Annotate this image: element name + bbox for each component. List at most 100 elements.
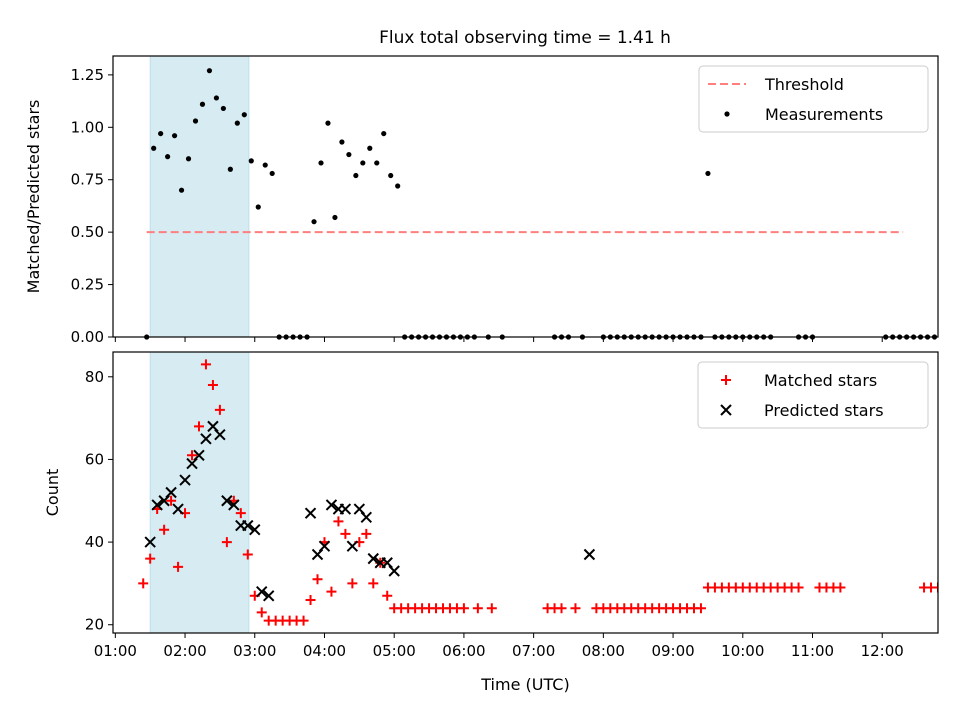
data-point-matched bbox=[256, 607, 267, 618]
y-tick-label: 1.00 bbox=[71, 118, 104, 136]
data-point bbox=[199, 101, 206, 107]
data-point-predicted bbox=[304, 507, 317, 519]
data-point-matched bbox=[947, 583, 957, 593]
data-point-matched bbox=[187, 450, 198, 461]
data-point-predicted bbox=[193, 449, 205, 462]
plot-frame bbox=[112, 55, 939, 338]
data-point-predicted bbox=[339, 503, 352, 515]
legend-label: Predicted stars bbox=[764, 401, 884, 420]
data-point-matched bbox=[361, 528, 372, 539]
data-point-matched bbox=[145, 553, 156, 564]
data-point-predicted bbox=[388, 565, 400, 577]
data-point bbox=[325, 120, 331, 126]
data-point-matched bbox=[173, 561, 184, 572]
data-point-matched bbox=[835, 582, 846, 593]
y-tick-label: 1.25 bbox=[71, 66, 104, 84]
data-point bbox=[262, 162, 268, 168]
data-point-matched bbox=[933, 582, 938, 593]
y-tick-label: 0.75 bbox=[71, 171, 104, 189]
data-point bbox=[185, 156, 192, 162]
data-point-matched bbox=[368, 578, 379, 589]
series-layer bbox=[138, 359, 960, 626]
data-point-matched bbox=[305, 594, 316, 605]
data-point-matched bbox=[326, 586, 337, 597]
data-point-predicted bbox=[583, 548, 596, 561]
data-point-predicted bbox=[214, 428, 226, 441]
legend-swatch-matched bbox=[721, 375, 731, 385]
data-point-predicted bbox=[165, 486, 177, 499]
x-axis-label: Time (UTC) bbox=[480, 675, 569, 694]
data-point-matched bbox=[312, 574, 323, 585]
data-point bbox=[367, 145, 373, 151]
data-point-predicted bbox=[221, 495, 233, 507]
data-point bbox=[269, 170, 275, 177]
count-panel: 20 40 60 80 01:00 02:00 03:00 04:00 05:00 06:00 07… bbox=[43, 351, 960, 694]
shaded-interval bbox=[149, 55, 250, 338]
y-axis-label: Matched/Predicted stars bbox=[24, 100, 43, 294]
ratio-panel: 0.00 0.25 0.50 0.75 1.00 1.25 Matched/Predicte… bbox=[24, 55, 939, 346]
data-point-predicted bbox=[367, 552, 379, 565]
data-point-matched bbox=[207, 380, 218, 391]
x-tick-label: 08:00 bbox=[582, 642, 625, 660]
y-axis-label: Count bbox=[43, 469, 62, 517]
data-point-matched bbox=[472, 603, 483, 614]
x-tick-label: 11:00 bbox=[791, 642, 834, 660]
data-point bbox=[353, 172, 359, 179]
x-tick-label: 07:00 bbox=[512, 642, 555, 660]
x-tick-label: 01:00 bbox=[94, 642, 137, 660]
data-point bbox=[705, 170, 711, 177]
data-point bbox=[158, 130, 164, 137]
data-point bbox=[220, 105, 226, 112]
data-point bbox=[248, 158, 254, 164]
data-point bbox=[165, 154, 171, 160]
data-point bbox=[388, 172, 394, 179]
y-tick-label: 20 bbox=[85, 616, 104, 634]
y-tick-label: 0.50 bbox=[71, 223, 104, 241]
data-point-predicted bbox=[228, 499, 240, 511]
data-point bbox=[255, 204, 261, 210]
data-point-predicted bbox=[172, 503, 184, 515]
data-point-matched bbox=[166, 495, 177, 506]
plot-frame bbox=[112, 351, 939, 634]
x-tick-label: 10:00 bbox=[721, 642, 764, 660]
data-point-matched bbox=[235, 508, 246, 519]
legend-label: Measurements bbox=[765, 105, 883, 124]
data-point-predicted bbox=[242, 519, 254, 532]
data-point-matched bbox=[298, 615, 309, 626]
legend-swatch-predicted bbox=[720, 404, 732, 416]
data-point-matched bbox=[458, 603, 469, 614]
data-point bbox=[360, 160, 366, 166]
x-tick-label: 05:00 bbox=[373, 642, 416, 660]
x-tick-label: 04:00 bbox=[303, 642, 346, 660]
data-point-predicted bbox=[179, 474, 191, 486]
y-tick-label: 0.00 bbox=[71, 328, 104, 346]
data-point-matched bbox=[486, 603, 497, 614]
data-point-matched bbox=[159, 524, 170, 535]
data-point bbox=[332, 214, 338, 221]
data-point bbox=[206, 68, 213, 74]
data-point-matched bbox=[940, 583, 950, 593]
data-point bbox=[311, 219, 317, 225]
data-point-matched bbox=[954, 583, 960, 593]
data-point bbox=[374, 160, 380, 166]
data-point bbox=[151, 145, 157, 151]
data-point-predicted bbox=[346, 540, 359, 552]
x-tick-label: 06:00 bbox=[442, 642, 485, 660]
y-tick-label: 0.25 bbox=[71, 276, 104, 294]
y-tick-label: 40 bbox=[85, 533, 104, 551]
data-point-predicted bbox=[151, 499, 163, 511]
data-point bbox=[346, 151, 352, 158]
data-point-predicted bbox=[144, 536, 156, 548]
data-point-predicted bbox=[262, 590, 275, 602]
data-point-matched bbox=[695, 603, 706, 614]
legend-label: Threshold bbox=[764, 75, 844, 94]
data-point-predicted bbox=[318, 540, 331, 552]
data-point-matched bbox=[382, 590, 393, 601]
data-point-predicted bbox=[256, 585, 268, 598]
x-tick-label: 09:00 bbox=[651, 642, 694, 660]
data-point-predicted bbox=[360, 511, 373, 524]
y-tick-label: 60 bbox=[85, 450, 104, 468]
data-point-predicted bbox=[325, 499, 338, 511]
data-point-predicted bbox=[200, 433, 212, 445]
